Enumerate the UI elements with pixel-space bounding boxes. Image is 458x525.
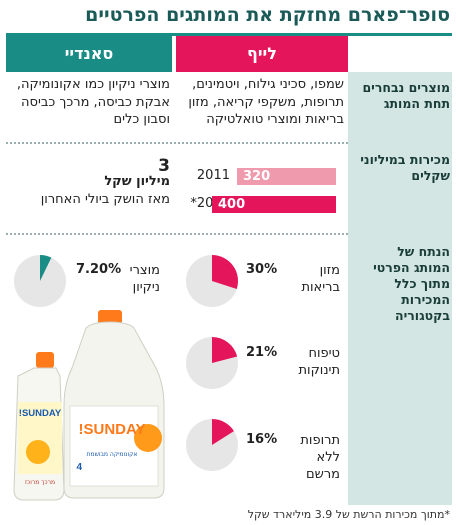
big-bottle-text: אקונומיקה מבושמת — [87, 451, 138, 458]
pie-health-food — [186, 255, 238, 307]
row-divider — [6, 142, 348, 144]
column-header-sunday: סאנדיי — [6, 36, 172, 72]
pie-pct-health-food: 30% — [246, 262, 278, 277]
row-divider — [6, 233, 348, 235]
sunday-sales-value: 3 — [158, 156, 170, 176]
pie-cleaning — [14, 255, 66, 307]
small-bottle-text: מרכך מרוכז — [25, 479, 55, 486]
pie-baby-care — [186, 337, 238, 389]
big-bottle-image: SUNDAY! אקונומיקה מבושמת 4 — [63, 310, 165, 499]
row-label-products: מוצרים נבחרים תחת המותג — [362, 80, 450, 111]
row-label-sales: מכירות במיליוני שקלים — [360, 152, 450, 183]
pie-cat-health-food: מזון בריאות — [301, 263, 340, 295]
bar-value-2012: 400 — [218, 197, 246, 212]
bar-value-2011: 320 — [243, 169, 271, 184]
pie-pct-otc-drugs: 16% — [246, 432, 278, 447]
pie-otc-drugs — [186, 419, 238, 471]
sales-bar-2012: 400 — [212, 196, 336, 213]
row-label-share: הנתח של המותג הפרטי מתוך כלל המכירות בקט… — [373, 244, 450, 323]
products-illustration: SUNDAY! אקונומיקה מבושמת 4 SUNDAY! מרכך … — [13, 310, 165, 501]
svg-text:4: 4 — [76, 462, 82, 473]
pie-pct-baby-care: 21% — [246, 345, 278, 360]
small-bottle-brand: SUNDAY! — [19, 408, 62, 419]
page-title: סופר־פארם מחזקת את המותגים הפרטיים — [85, 4, 450, 26]
pie-cat-cleaning: מוצרי ניקיון — [129, 263, 160, 295]
sunday-sales-note: מאז הושק ביולי האחרון — [40, 192, 170, 207]
pie-slice — [212, 419, 234, 445]
small-bottle-image: SUNDAY! מרכך מרוכז — [13, 352, 65, 501]
pie-slice — [40, 255, 52, 281]
pie-cat-otc-drugs: תרופות ללא מרשם — [300, 433, 340, 482]
row-label-column — [348, 72, 452, 505]
pie-slice — [212, 337, 238, 363]
title-rule — [6, 33, 452, 36]
pie-slice — [212, 255, 238, 290]
life-products-text: שמפו, סכיני גילוח, ויטמינים, תרופות, משק… — [188, 77, 344, 127]
pie-cat-baby-care: טיפוח תינוקות — [298, 346, 340, 378]
sunday-sales-unit: מיליון שקל — [104, 174, 170, 189]
bar-label-2011: 2011 — [196, 168, 230, 183]
footnote: *מתוך מכירות הרשת של 3.9 מיליארד שקל — [247, 508, 450, 521]
pie-pct-cleaning: 7.20% — [76, 262, 122, 277]
big-bottle-brand: SUNDAY! — [79, 421, 146, 438]
column-header-life: לייף — [176, 36, 348, 72]
sunday-products-text: מוצרי ניקיון כמו אקונומיקה, אבקת כביסה, … — [16, 77, 170, 127]
sales-bar-2011: 320 — [237, 168, 336, 185]
